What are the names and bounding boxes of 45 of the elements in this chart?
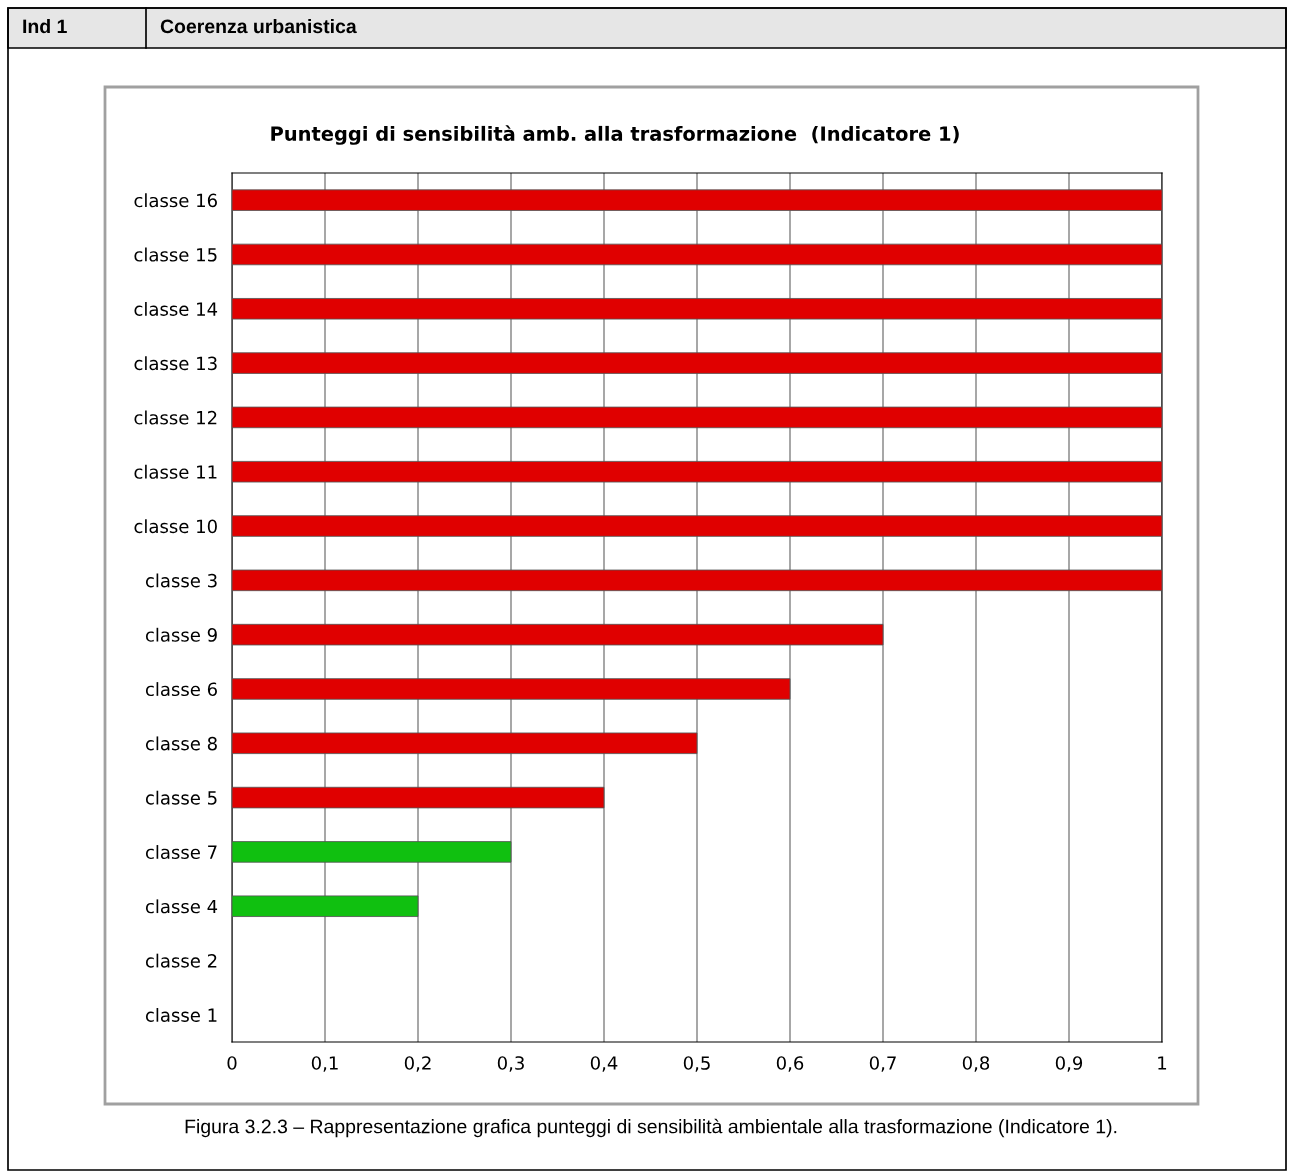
y-tick-label: classe 13 [134,356,217,371]
y-tick-label: classe 1 [145,1007,217,1022]
x-tick-label: 0,3 [497,1056,524,1072]
bar [232,895,419,917]
y-tick-label: classe 12 [134,410,217,425]
y-tick-label: classe 3 [145,573,217,588]
y-tick-label: classe 6 [145,682,217,697]
x-tick-label: 0,4 [590,1056,618,1072]
y-tick-label: classe 4 [145,899,218,914]
y-tick-label: classe 7 [145,845,217,860]
x-tick-label: 0,7 [869,1056,896,1072]
y-tick-label: classe 15 [134,247,217,262]
bar [232,298,1162,320]
bar [232,732,698,755]
x-tick-label: 1 [1158,1056,1167,1070]
x-tick-label: 0,2 [404,1056,431,1072]
bar [232,841,512,863]
x-tick-label: 0,6 [776,1056,804,1072]
text: Coerenza urbanistica [160,18,357,34]
x-tick-label: 0 [227,1056,237,1070]
bar [232,189,1162,211]
bar [232,569,1162,592]
y-tick-label: classe 5 [145,790,217,805]
chart-title: Punteggi di sensibilità amb. alla trasformazione (Indicatore 1) [271,125,959,145]
y-tick-label: classe 8 [145,736,217,751]
bar [232,243,1162,266]
y-tick-label: classe 11 [134,464,217,479]
text: Ind 1 [23,18,67,34]
y-tick-label: classe 14 [134,301,218,316]
bar [232,678,791,700]
y-tick-label: classe 2 [145,953,217,968]
bar [232,460,1162,483]
y-tick-label: classe 9 [145,627,217,642]
x-tick-label: 0,8 [962,1056,990,1072]
x-tick-label: 0,1 [311,1056,338,1072]
bar [232,786,605,809]
bar [232,352,1162,374]
y-tick-label: classe 10 [134,519,217,534]
text: Figura 3.2.3 – Rappresentazione grafica punteggi di sensibilità ambientale alla trasformazione (Indicatore 1). [185,1118,1117,1138]
x-tick-label: 0,9 [1055,1056,1083,1072]
bar [232,623,884,646]
bar [232,406,1162,429]
y-tick-label: classe 16 [134,193,217,208]
x-tick-label: 0,5 [683,1056,710,1072]
bar [232,515,1162,537]
